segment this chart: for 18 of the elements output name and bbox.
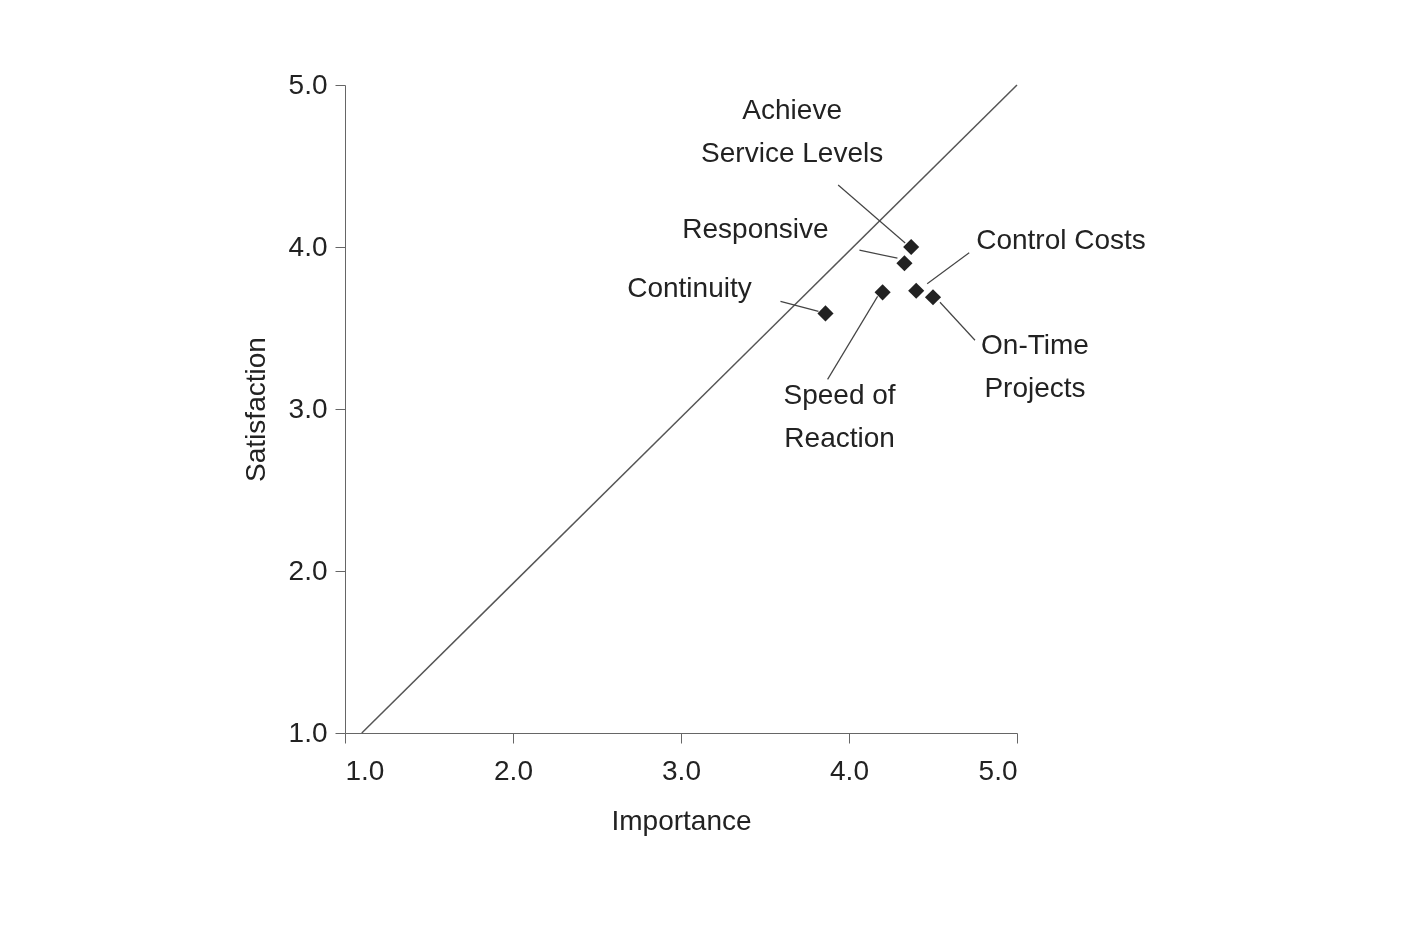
y-tick-label: 1.0 xyxy=(288,716,328,748)
x-tick-label: 5.0 xyxy=(978,754,1018,786)
annotation: Speed of Reaction xyxy=(783,379,896,454)
annotation: On-Time Projects xyxy=(981,329,1089,404)
x-tick-label: 1.0 xyxy=(345,754,385,786)
y-tick-label: 4.0 xyxy=(288,230,328,262)
x-tick-label: 3.0 xyxy=(662,754,701,786)
y-tick-label: 3.0 xyxy=(288,392,328,424)
x-tick-label: 4.0 xyxy=(830,754,869,786)
x-tick-label: 2.0 xyxy=(494,754,533,786)
annotation: Achieve Service Levels xyxy=(701,94,884,168)
annotation: Continuity xyxy=(627,272,752,304)
y-tick-label: 5.0 xyxy=(288,68,328,100)
annotation: Responsive xyxy=(682,213,829,245)
y-axis-title: Satisfaction xyxy=(239,337,271,482)
y-tick-label: 2.0 xyxy=(288,554,328,586)
x-axis-title: Importance xyxy=(611,804,752,836)
annotation: Control Costs xyxy=(976,223,1146,255)
